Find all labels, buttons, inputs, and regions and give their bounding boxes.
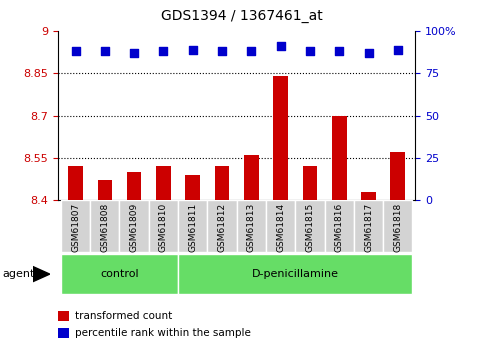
Bar — [237, 200, 266, 252]
Point — [247, 49, 255, 54]
Bar — [273, 76, 288, 200]
Text: GDS1394 / 1367461_at: GDS1394 / 1367461_at — [161, 9, 322, 23]
Bar — [58, 310, 69, 321]
Bar — [61, 254, 178, 294]
Text: GSM61818: GSM61818 — [393, 203, 402, 252]
Bar — [90, 200, 119, 252]
Bar — [61, 200, 90, 252]
Text: GSM61817: GSM61817 — [364, 203, 373, 252]
Point — [218, 49, 226, 54]
Bar — [266, 200, 295, 252]
Point — [335, 49, 343, 54]
Bar — [295, 200, 325, 252]
Bar — [244, 155, 258, 200]
Text: D-penicillamine: D-penicillamine — [252, 269, 339, 279]
Point — [306, 49, 314, 54]
Text: GSM61810: GSM61810 — [159, 203, 168, 252]
Polygon shape — [33, 266, 50, 282]
Text: agent: agent — [2, 269, 35, 279]
Point — [71, 49, 79, 54]
Bar — [207, 200, 237, 252]
Bar — [390, 152, 405, 200]
Point — [394, 47, 402, 52]
Point — [365, 50, 372, 56]
Text: GSM61808: GSM61808 — [100, 203, 109, 252]
Text: GSM61814: GSM61814 — [276, 203, 285, 252]
Bar — [178, 254, 412, 294]
Point — [101, 49, 109, 54]
Text: control: control — [100, 269, 139, 279]
Bar — [361, 192, 376, 200]
Bar — [149, 200, 178, 252]
Text: percentile rank within the sample: percentile rank within the sample — [75, 328, 251, 338]
Text: GSM61813: GSM61813 — [247, 203, 256, 252]
Bar — [302, 166, 317, 200]
Text: GSM61816: GSM61816 — [335, 203, 344, 252]
Text: transformed count: transformed count — [75, 311, 172, 321]
Bar — [156, 166, 171, 200]
Bar — [325, 200, 354, 252]
Bar — [332, 116, 346, 200]
Bar — [119, 200, 149, 252]
Bar — [215, 166, 229, 200]
Text: GSM61812: GSM61812 — [217, 203, 227, 252]
Bar — [98, 180, 112, 200]
Bar — [185, 175, 200, 200]
Bar — [68, 166, 83, 200]
Text: GSM61807: GSM61807 — [71, 203, 80, 252]
Text: GSM61815: GSM61815 — [305, 203, 314, 252]
Point — [277, 43, 284, 49]
Bar — [354, 200, 383, 252]
Bar — [383, 200, 412, 252]
Bar — [178, 200, 207, 252]
Point — [130, 50, 138, 56]
Text: GSM61811: GSM61811 — [188, 203, 197, 252]
Text: GSM61809: GSM61809 — [129, 203, 139, 252]
Bar — [58, 328, 69, 338]
Point — [189, 47, 197, 52]
Bar — [127, 172, 142, 200]
Point — [159, 49, 167, 54]
